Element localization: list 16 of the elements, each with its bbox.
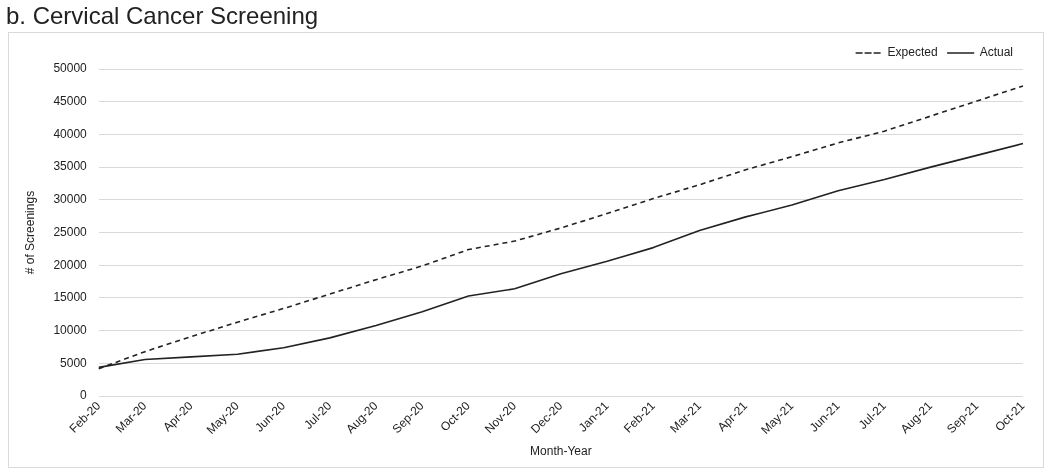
y-tick-label: 25000 — [53, 224, 88, 239]
y-tick-label: 45000 — [53, 94, 88, 109]
y-tick-label: 30000 — [53, 192, 88, 207]
legend-label: Actual — [979, 45, 1014, 60]
y-axis-title: # of Screenings — [22, 190, 37, 275]
x-axis-title: Month-Year — [530, 444, 592, 459]
y-tick-label: 15000 — [53, 290, 88, 305]
chart-title: b. Cervical Cancer Screening — [6, 2, 319, 30]
legend-label: Expected — [887, 45, 938, 60]
y-tick-label: 40000 — [53, 126, 88, 141]
y-tick-label: 50000 — [53, 61, 88, 76]
y-tick-label: 5000 — [60, 355, 88, 370]
y-tick-label: 35000 — [53, 159, 88, 174]
y-tick-label: 0 — [80, 388, 88, 403]
y-tick-label: 20000 — [53, 257, 88, 272]
y-tick-label: 10000 — [53, 323, 88, 338]
